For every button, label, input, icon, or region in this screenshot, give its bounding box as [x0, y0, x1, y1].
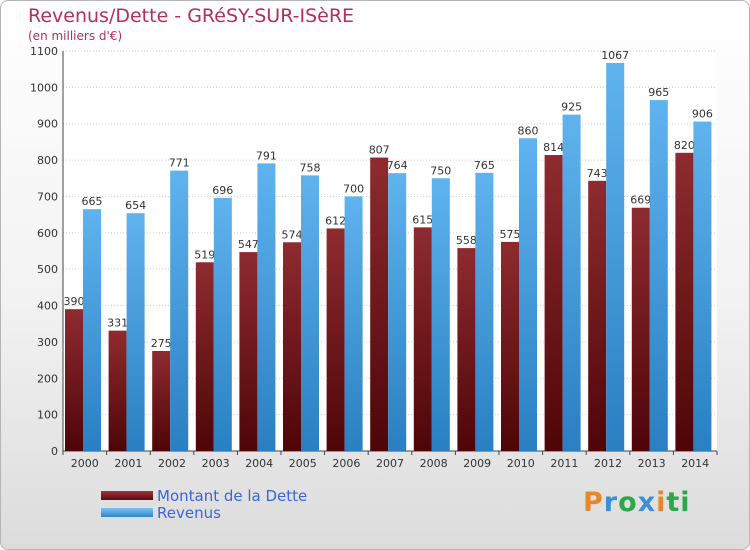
- data-label-revenus: 654: [125, 199, 146, 212]
- x-tick-label: 2014: [681, 457, 709, 470]
- x-tick-label: 2005: [289, 457, 317, 470]
- legend-label-revenus: Revenus: [157, 503, 221, 522]
- y-tick-label: 500: [37, 263, 58, 276]
- data-label-revenus: 925: [561, 101, 582, 114]
- data-label-dette: 612: [325, 214, 346, 227]
- bar-revenus: [649, 100, 668, 451]
- bar-dette: [108, 330, 127, 451]
- x-tick-label: 2002: [158, 457, 186, 470]
- data-label-dette: 814: [543, 141, 564, 154]
- data-label-dette: 743: [587, 167, 608, 180]
- legend-swatch-revenus: [101, 508, 153, 517]
- data-label-revenus: 1067: [601, 49, 629, 62]
- x-tick-label: 2000: [71, 457, 99, 470]
- bar-revenus: [83, 209, 101, 451]
- bar-dette: [413, 227, 432, 451]
- bar-revenus: [213, 197, 232, 451]
- data-label-revenus: 764: [387, 159, 408, 172]
- bar-dette: [675, 152, 694, 451]
- y-tick-label: 800: [37, 154, 58, 167]
- x-tick-label: 2010: [507, 457, 535, 470]
- bar-revenus: [388, 173, 407, 451]
- y-tick-label: 1000: [30, 81, 58, 94]
- bar-revenus: [475, 172, 494, 451]
- x-tick-label: 2001: [114, 457, 142, 470]
- data-label-dette: 390: [64, 295, 85, 308]
- bar-revenus: [126, 213, 145, 451]
- y-tick-label: 0: [51, 445, 58, 458]
- data-label-dette: 669: [630, 194, 651, 207]
- x-tick-label: 2006: [332, 457, 360, 470]
- y-tick-label: 200: [37, 372, 58, 385]
- data-label-dette: 615: [412, 213, 433, 226]
- data-label-dette: 558: [456, 234, 477, 247]
- bar-dette: [326, 228, 345, 451]
- data-label-dette: 547: [238, 238, 259, 251]
- legend-item-revenus: Revenus: [101, 503, 307, 522]
- bar-revenus: [693, 121, 712, 451]
- bar-revenus: [519, 138, 537, 452]
- chart-subtitle: (en milliers d'€): [28, 29, 123, 43]
- data-label-revenus: 771: [169, 157, 190, 170]
- x-tick-label: 2011: [550, 457, 578, 470]
- data-label-dette: 807: [369, 144, 390, 157]
- data-label-dette: 275: [151, 337, 172, 350]
- data-label-revenus: 965: [648, 86, 669, 99]
- legend-swatch-dette: [101, 491, 153, 500]
- proxiti-logo: Proxiti: [583, 487, 691, 518]
- x-tick-label: 2009: [463, 457, 491, 470]
- chart-title: Revenus/Dette - GRéSY-SUR-ISèRE: [28, 5, 355, 27]
- legend-label-dette: Montant de la Dette: [157, 486, 308, 505]
- bar-revenus: [562, 114, 581, 452]
- x-tick-label: 2013: [638, 457, 666, 470]
- data-label-dette: 574: [282, 228, 303, 241]
- data-label-revenus: 906: [692, 108, 713, 121]
- data-label-revenus: 791: [256, 149, 277, 162]
- data-label-dette: 820: [674, 139, 695, 152]
- bar-dette: [544, 155, 563, 451]
- y-tick-label: 1100: [30, 45, 58, 58]
- y-tick-label: 100: [37, 409, 58, 422]
- bar-revenus: [431, 178, 450, 452]
- bar-dette: [65, 309, 83, 451]
- legend-item-dette: Montant de la Dette: [101, 486, 308, 505]
- bar-dette: [501, 241, 519, 451]
- y-tick-label: 300: [37, 336, 58, 349]
- bar-revenus: [257, 163, 276, 451]
- bar-dette: [457, 248, 476, 451]
- data-label-revenus: 665: [82, 195, 103, 208]
- bar-dette: [152, 351, 171, 451]
- x-tick-label: 2004: [245, 457, 273, 470]
- data-label-revenus: 765: [474, 159, 495, 172]
- x-tick-label: 2007: [376, 457, 404, 470]
- y-tick-label: 400: [37, 300, 58, 313]
- bar-revenus: [170, 170, 189, 452]
- bar-dette: [283, 242, 301, 451]
- bar-revenus: [606, 63, 625, 451]
- bar-dette: [195, 262, 214, 451]
- bar-revenus: [301, 175, 319, 451]
- y-tick-label: 600: [37, 227, 58, 240]
- x-tick-label: 2003: [202, 457, 230, 470]
- y-tick-label: 700: [37, 190, 58, 203]
- data-label-revenus: 758: [300, 161, 321, 174]
- y-tick-label: 900: [37, 118, 58, 131]
- bar-dette: [239, 252, 258, 451]
- data-label-revenus: 696: [212, 184, 233, 197]
- data-label-revenus: 700: [343, 182, 364, 195]
- legend: Montant de la Dette Revenus: [101, 486, 308, 522]
- bar-dette: [631, 207, 650, 451]
- data-label-revenus: 750: [430, 164, 451, 177]
- data-label-revenus: 860: [518, 124, 539, 137]
- x-tick-label: 2008: [420, 457, 448, 470]
- bar-revenus: [344, 196, 363, 451]
- data-label-dette: 575: [500, 228, 521, 241]
- data-label-dette: 331: [107, 317, 128, 330]
- data-label-dette: 519: [194, 248, 215, 261]
- bar-dette: [370, 157, 389, 451]
- bar-dette: [588, 180, 607, 451]
- x-tick-label: 2012: [594, 457, 622, 470]
